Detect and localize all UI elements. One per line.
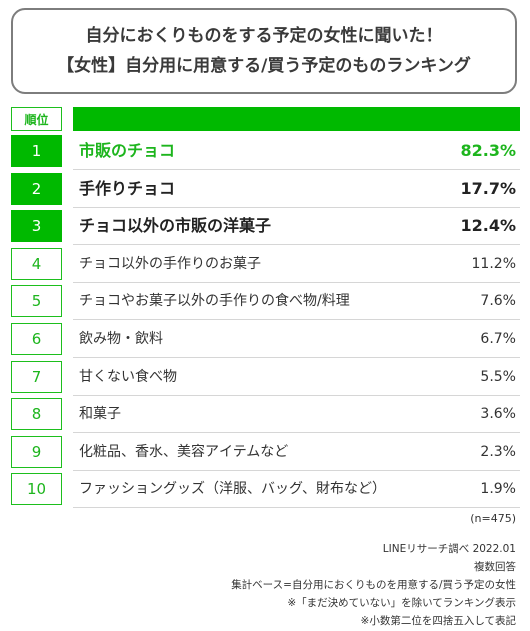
title-line-1: 自分におくりものをする予定の女性に聞いた！	[85, 26, 443, 46]
item-label: ファッショングッズ（洋服、バッグ、財布など）	[79, 481, 387, 497]
item-label: チョコ以外の市販の洋菓子	[79, 216, 272, 235]
row-separator	[73, 432, 520, 433]
rank-cell: 6	[11, 323, 62, 355]
rank-cell: 3	[11, 210, 62, 242]
row-separator	[73, 319, 520, 320]
row-separator	[73, 244, 520, 245]
rank-cell: 1	[11, 135, 62, 167]
rank-header: 順位	[11, 107, 62, 131]
item-value: 17.7%	[460, 179, 516, 198]
footnote-multiple: 複数回答	[474, 561, 516, 573]
footnote-source: LINEリサーチ調べ 2022.01	[382, 543, 516, 555]
rank-cell: 9	[11, 436, 62, 468]
rank-cell: 2	[11, 173, 62, 205]
title-line-2: 【女性】自分用に用意する/買う予定のものランキング	[57, 56, 471, 76]
item-label: 化粧品、香水、美容アイテムなど	[79, 444, 289, 460]
rank-cell: 4	[11, 248, 62, 280]
item-value: 82.3%	[460, 141, 516, 160]
item-label: チョコやお菓子以外の手作りの食べ物/料理	[79, 293, 350, 309]
row-separator	[73, 282, 520, 283]
item-label: チョコ以外の手作りのお菓子	[79, 256, 261, 272]
row-separator	[73, 395, 520, 396]
item-label: 甘くない食べ物	[79, 369, 177, 385]
row-separator	[73, 169, 520, 170]
item-label: 和菓子	[79, 406, 121, 422]
item-value: 6.7%	[480, 331, 516, 347]
rank-cell: 10	[11, 473, 62, 505]
rank-cell: 5	[11, 285, 62, 317]
item-label: 市販のチョコ	[79, 141, 176, 160]
row-separator	[73, 507, 520, 508]
title-box: 自分におくりものをする予定の女性に聞いた！ 【女性】自分用に用意する/買う予定の…	[11, 8, 517, 94]
item-label: 飲み物・飲料	[79, 331, 163, 347]
item-value: 1.9%	[480, 481, 516, 497]
footnote-base: 集計ベース=自分用におくりものを用意する/買う予定の女性	[231, 579, 516, 591]
item-value: 7.6%	[480, 293, 516, 309]
footnote-rounding: ※小数第二位を四捨五入して表記	[360, 615, 516, 627]
header-bar	[73, 107, 520, 131]
row-separator	[73, 357, 520, 358]
item-value: 3.6%	[480, 406, 516, 422]
item-value: 11.2%	[471, 256, 516, 272]
footnote-exclusion: ※「まだ決めていない」を除いてランキング表示	[287, 597, 516, 609]
rank-cell: 8	[11, 398, 62, 430]
item-value: 12.4%	[460, 216, 516, 235]
item-value: 2.3%	[480, 444, 516, 460]
row-separator	[73, 470, 520, 471]
row-separator	[73, 207, 520, 208]
sample-size-note: (n=475)	[470, 512, 516, 525]
rank-cell: 7	[11, 361, 62, 393]
item-label: 手作りチョコ	[79, 179, 176, 198]
item-value: 5.5%	[480, 369, 516, 385]
